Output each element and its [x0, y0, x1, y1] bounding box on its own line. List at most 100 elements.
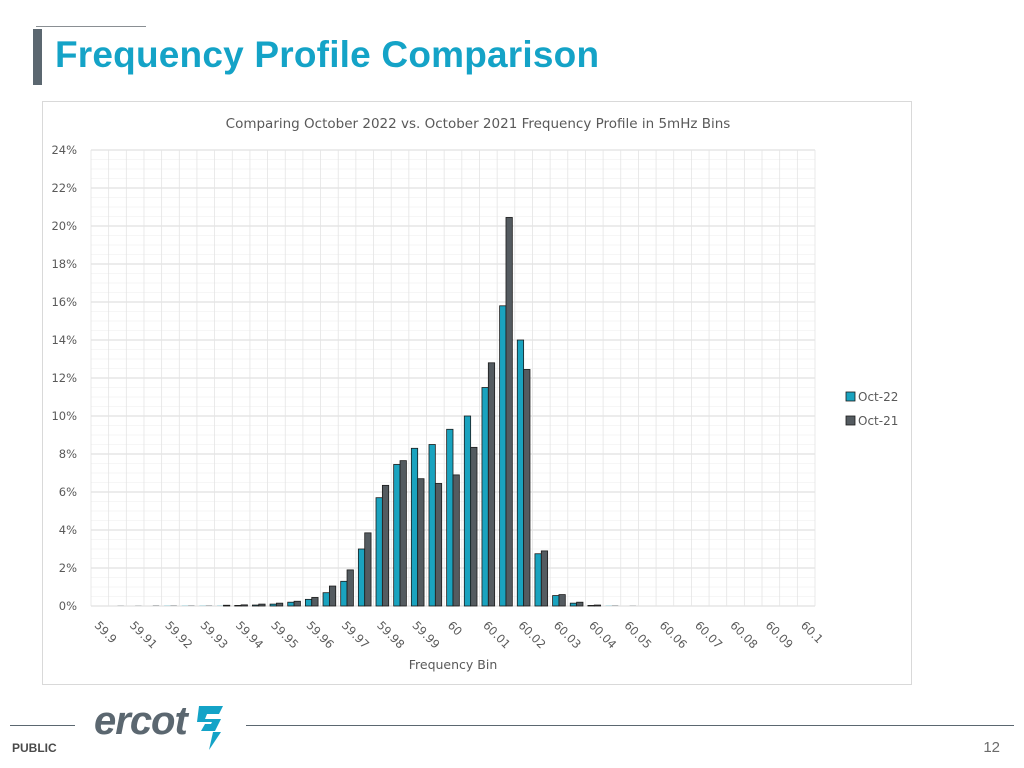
bar-oct-21	[381, 484, 390, 607]
bar-oct-21	[593, 604, 602, 607]
bar-oct-22	[552, 595, 560, 607]
bar-oct-22	[269, 603, 277, 607]
bar-oct-21	[558, 594, 566, 607]
legend-swatch-oct-22	[845, 391, 856, 402]
y-tick-label: 14%	[51, 333, 77, 347]
x-tick-label: 60.02	[516, 618, 549, 651]
bar-oct-22	[534, 553, 542, 607]
x-axis-label: Frequency Bin	[409, 657, 498, 672]
bar-oct-22	[234, 605, 242, 607]
x-tick-label: 59.97	[339, 618, 372, 651]
bar-oct-22	[322, 592, 330, 607]
page-title: Frequency Profile Comparison	[55, 34, 600, 75]
title-top-rule	[36, 26, 146, 27]
bar-oct-22	[251, 604, 260, 607]
x-tick-label: 60.06	[657, 618, 690, 651]
x-tick-label: 60.04	[586, 618, 619, 651]
y-tick-label: 12%	[51, 371, 77, 385]
y-tick-label: 4%	[59, 523, 77, 537]
bar-oct-21	[505, 217, 513, 607]
chart-legend: Oct-22 Oct-21	[845, 390, 898, 428]
y-tick-label: 6%	[59, 485, 77, 499]
bar-oct-21	[487, 362, 496, 607]
bar-oct-21	[223, 604, 231, 607]
y-tick-label: 20%	[51, 219, 77, 233]
legend-label-oct-21: Oct-21	[858, 414, 898, 428]
bar-oct-22	[428, 444, 436, 607]
x-tick-label: 60.1	[798, 618, 826, 646]
y-axis-ticks: 0% 2% 4% 6% 8% 10% 12% 14% 16% 18% 20% 22% 24%	[51, 143, 77, 613]
chart-frame: Comparing October 2022 vs. October 2021 …	[42, 101, 912, 685]
y-tick-label: 16%	[51, 295, 77, 309]
x-tick-label: 59.91	[127, 618, 160, 651]
x-tick-label: 60.03	[551, 618, 584, 651]
bar-oct-21	[399, 460, 407, 607]
bar-oct-22	[481, 387, 489, 607]
bar-oct-22	[393, 464, 401, 607]
bar-oct-22	[516, 339, 525, 607]
bar-oct-21	[311, 597, 319, 607]
bar-oct-21	[523, 369, 531, 607]
footer-rule-right	[246, 725, 1014, 726]
bar-oct-21	[364, 532, 372, 607]
x-tick-label: 59.94	[233, 618, 266, 651]
x-tick-label: 59.9	[92, 618, 120, 646]
bar-oct-21	[328, 585, 337, 607]
ercot-logo: ercot	[94, 700, 223, 750]
bar-oct-22	[587, 605, 595, 607]
y-tick-label: 18%	[51, 257, 77, 271]
ercot-logo-wordmark: ercot	[94, 700, 189, 743]
x-tick-label: 59.99	[410, 618, 443, 651]
bar-oct-22	[446, 428, 454, 607]
x-tick-label: 59.96	[304, 618, 337, 651]
bar-oct-21	[240, 604, 248, 607]
bar-oct-22	[287, 601, 295, 607]
bar-oct-21	[434, 483, 443, 607]
y-tick-label: 8%	[59, 447, 77, 461]
legend-swatch-oct-21	[845, 415, 856, 426]
chart-gridlines	[90, 149, 816, 607]
x-tick-label: 60.07	[692, 618, 725, 651]
ercot-logo-mark	[197, 706, 223, 750]
bar-oct-21	[540, 550, 549, 607]
bar-oct-22	[499, 305, 507, 607]
bar-oct-22	[569, 602, 578, 607]
bar-oct-22	[340, 580, 348, 607]
chart-bars	[117, 217, 636, 607]
x-tick-label: 59.98	[374, 618, 407, 651]
bar-oct-21	[293, 600, 301, 607]
x-tick-label: 60.05	[621, 618, 654, 651]
bar-oct-21	[417, 478, 425, 607]
bar-oct-22	[463, 415, 472, 607]
page-number: 12	[983, 739, 1000, 756]
x-tick-label: 60	[445, 618, 465, 638]
bar-oct-22	[304, 598, 313, 607]
x-tick-label: 59.95	[268, 618, 301, 651]
y-tick-label: 10%	[51, 409, 77, 423]
frequency-histogram-chart: Comparing October 2022 vs. October 2021 …	[51, 116, 898, 672]
bar-oct-22	[357, 548, 366, 607]
x-tick-label: 60.09	[763, 618, 796, 651]
bar-oct-21	[258, 603, 266, 607]
y-tick-label: 2%	[59, 561, 77, 575]
bar-oct-21	[346, 569, 354, 607]
bar-oct-22	[410, 447, 419, 607]
legend-label-oct-22: Oct-22	[858, 390, 898, 404]
bar-oct-21	[470, 446, 478, 607]
chart-title: Comparing October 2022 vs. October 2021 …	[226, 116, 731, 132]
x-tick-label: 60.01	[480, 618, 513, 651]
bar-oct-21	[452, 474, 460, 607]
x-tick-label: 59.93	[198, 618, 231, 651]
y-tick-label: 24%	[51, 143, 77, 157]
y-tick-label: 0%	[59, 599, 77, 613]
footer-rule-left	[10, 725, 75, 726]
title-accent-bar	[33, 29, 42, 85]
y-tick-label: 22%	[51, 181, 77, 195]
x-tick-label: 59.92	[162, 618, 195, 651]
bar-oct-21	[276, 602, 284, 607]
bar-oct-22	[375, 497, 383, 607]
x-axis-ticks: 59.9 59.91 59.92 59.93 59.94 59.95 59.96 59.97 5…	[92, 618, 826, 651]
x-tick-label: 60.08	[727, 618, 760, 651]
bar-oct-21	[576, 601, 584, 607]
public-classification-label: PUBLIC	[12, 741, 57, 755]
